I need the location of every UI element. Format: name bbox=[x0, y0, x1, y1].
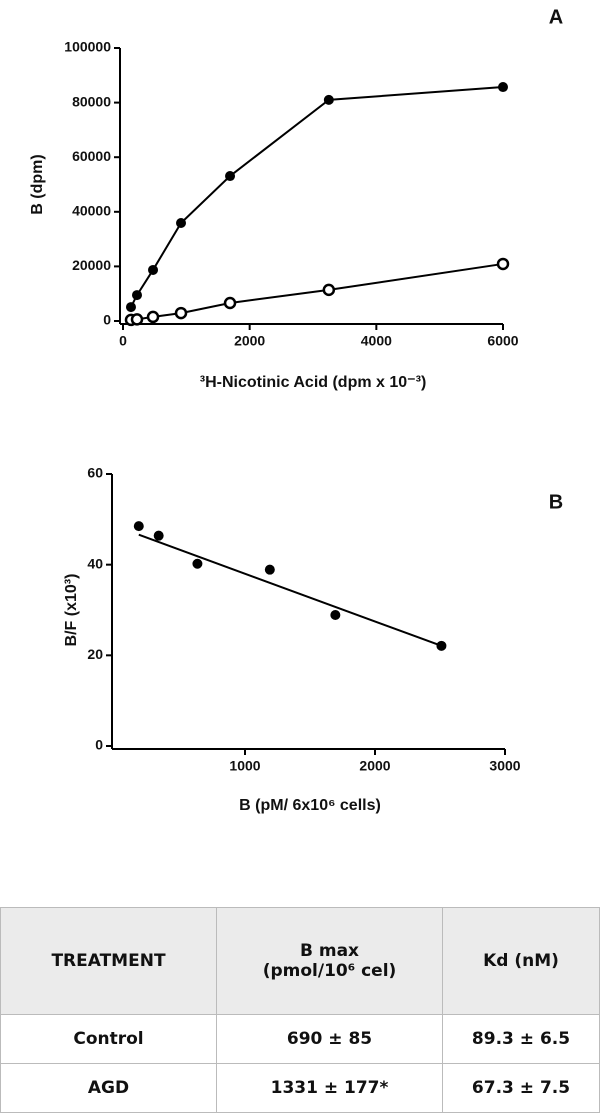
x-tick-label: 1000 bbox=[229, 758, 260, 774]
header-line: B max bbox=[299, 941, 360, 961]
x-tick-label: 0 bbox=[119, 333, 127, 349]
y-axis-label: B/F (x10³) bbox=[63, 574, 80, 647]
y-tick-label: 0 bbox=[95, 737, 103, 753]
header-cell: B max (pmol/10⁶ cel) bbox=[216, 907, 443, 1015]
data-point bbox=[223, 296, 237, 310]
data-point bbox=[153, 530, 164, 541]
data-point bbox=[496, 257, 510, 271]
x-axis-label: ³H-Nicotinic Acid (dpm x 10⁻³) bbox=[200, 374, 427, 391]
y-axis-label: B (dpm) bbox=[29, 154, 46, 214]
y-tick-label: 20 bbox=[87, 646, 103, 662]
table-row: Control 690 ± 85 89.3 ± 6.5 bbox=[0, 1014, 600, 1064]
data-point bbox=[174, 306, 188, 320]
table-row: AGD 1331 ± 177* 67.3 ± 7.5 bbox=[0, 1063, 600, 1113]
trend-line bbox=[138, 533, 442, 647]
results-table: TREATMENT B max (pmol/10⁶ cel) Kd (nM) Co… bbox=[0, 907, 600, 1113]
data-point bbox=[225, 171, 236, 182]
data-point bbox=[176, 217, 187, 228]
x-tick-label: 2000 bbox=[234, 333, 265, 349]
cell: 89.3 ± 6.5 bbox=[442, 1014, 600, 1064]
data-point bbox=[130, 313, 144, 326]
cell: 1331 ± 177* bbox=[216, 1063, 443, 1113]
data-point bbox=[125, 302, 136, 313]
y-tick-label: 40000 bbox=[72, 203, 111, 219]
x-tick-label: 4000 bbox=[361, 333, 392, 349]
y-tick-label: 60000 bbox=[72, 148, 111, 164]
y-tick-label: 80000 bbox=[72, 93, 111, 109]
y-tick-label: 60 bbox=[87, 465, 103, 481]
data-point bbox=[498, 82, 508, 93]
data-point bbox=[436, 640, 447, 651]
header-cell: TREATMENT bbox=[0, 907, 217, 1015]
x-tick-label: 6000 bbox=[487, 333, 518, 349]
cell: AGD bbox=[0, 1063, 217, 1113]
header-cell: Kd (nM) bbox=[442, 907, 600, 1015]
y-tick-label: 0 bbox=[103, 312, 111, 328]
y-tick-label: 20000 bbox=[72, 257, 111, 273]
x-axis-label: B (pM/ 6x10⁶ cells) bbox=[239, 797, 381, 814]
cell: 690 ± 85 bbox=[216, 1014, 443, 1064]
data-point bbox=[133, 521, 144, 532]
data-point bbox=[148, 264, 159, 275]
data-point bbox=[146, 310, 160, 324]
header-line: (pmol/10⁶ cel) bbox=[262, 961, 397, 981]
cell: 67.3 ± 7.5 bbox=[442, 1063, 600, 1113]
panel-label: A bbox=[549, 6, 563, 28]
data-point bbox=[330, 609, 341, 620]
table-header: TREATMENT B max (pmol/10⁶ cel) Kd (nM) bbox=[0, 907, 600, 1015]
data-point bbox=[322, 283, 336, 297]
series-line bbox=[130, 86, 504, 308]
data-point bbox=[192, 558, 203, 569]
y-tick-label: 100000 bbox=[64, 39, 111, 55]
cell: Control bbox=[0, 1014, 217, 1064]
data-point bbox=[264, 564, 275, 575]
data-point bbox=[131, 290, 142, 301]
x-tick-label: 3000 bbox=[489, 758, 520, 774]
y-tick-label: 40 bbox=[87, 555, 103, 571]
x-tick-label: 2000 bbox=[359, 758, 390, 774]
data-point bbox=[323, 94, 334, 105]
panel-label: B bbox=[549, 491, 563, 513]
